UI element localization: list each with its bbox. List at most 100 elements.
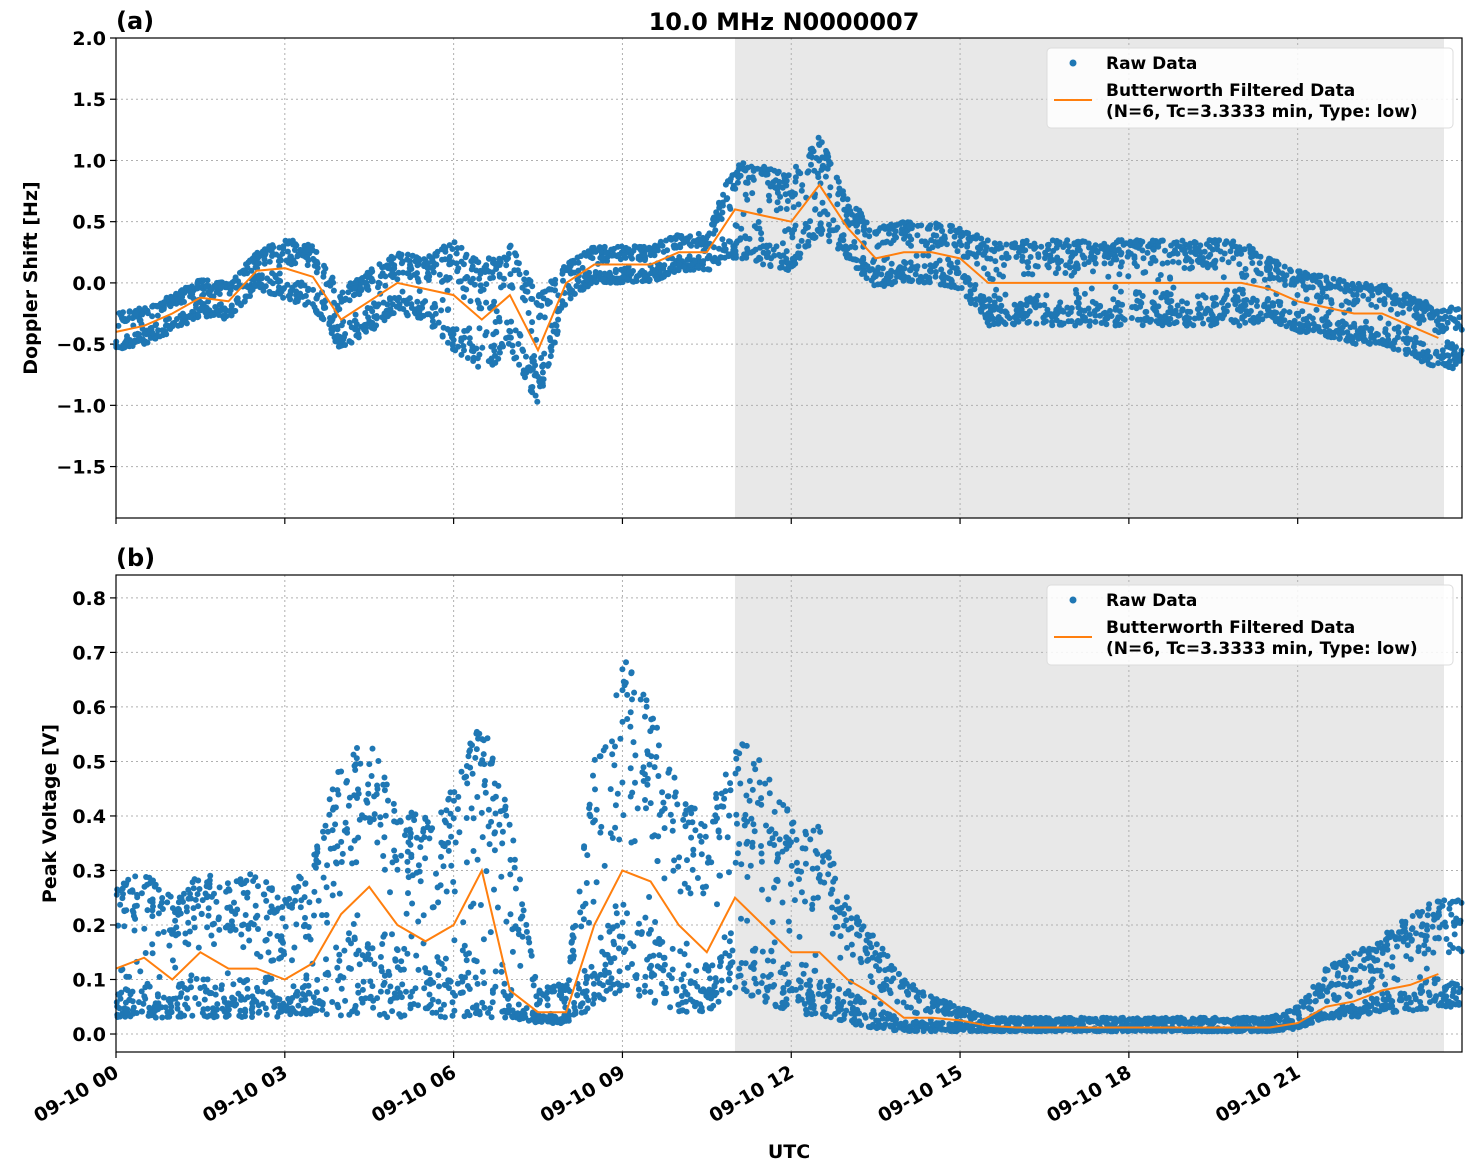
raw-data-point [393,958,399,964]
raw-data-point [409,810,415,816]
raw-data-point [512,865,518,871]
raw-data-point [914,253,920,259]
raw-data-point [179,981,185,987]
raw-data-point [620,279,626,285]
raw-data-point [583,980,589,986]
raw-data-point [591,981,597,987]
raw-data-point [726,238,732,244]
raw-data-point [699,839,705,845]
raw-data-point [814,155,820,161]
raw-data-point [1113,307,1119,313]
raw-data-point [143,950,149,956]
raw-data-point [1093,261,1099,267]
raw-data-point [378,989,384,995]
raw-data-point [382,775,388,781]
raw-data-point [733,248,739,254]
raw-data-point [533,393,539,399]
raw-data-point [386,972,392,978]
raw-data-point [469,805,475,811]
raw-data-point [427,992,433,998]
raw-data-point [629,790,635,796]
raw-data-point [503,262,509,268]
raw-data-point [120,891,126,897]
raw-data-point [372,811,378,817]
raw-data-point [1408,336,1414,342]
raw-data-point [918,222,924,228]
raw-data-point [210,1005,216,1011]
raw-data-point [806,232,812,238]
raw-data-point [1214,246,1220,252]
raw-data-point [592,757,598,763]
raw-data-point [1335,321,1341,327]
raw-data-point [255,260,261,266]
raw-data-point [661,990,667,996]
raw-data-point [602,863,608,869]
raw-data-point [303,976,309,982]
raw-data-point [1367,328,1373,334]
raw-data-point [464,274,470,280]
raw-data-point [254,913,260,919]
raw-data-point [297,247,303,253]
raw-data-point [173,996,179,1002]
raw-data-point [609,751,615,757]
raw-data-point [222,305,228,311]
raw-data-point [525,281,531,287]
raw-data-point [369,278,375,284]
raw-data-point [1213,295,1219,301]
raw-data-point [623,680,629,686]
raw-data-point [508,335,514,341]
raw-data-point [682,881,688,887]
raw-data-point [901,236,907,242]
raw-data-point [1104,245,1110,251]
raw-data-point [330,892,336,898]
raw-data-point [1275,299,1281,305]
raw-data-point [182,313,188,319]
raw-data-point [439,279,445,285]
raw-data-point [1391,340,1397,346]
raw-data-point [231,278,237,284]
raw-data-point [1055,265,1061,271]
raw-data-point [303,880,309,886]
raw-data-point [1065,311,1071,317]
raw-data-point [1274,259,1280,265]
raw-data-point [1049,322,1055,328]
raw-data-point [338,839,344,845]
raw-data-point [1203,295,1209,301]
raw-data-point [1032,296,1038,302]
raw-data-point [631,279,637,285]
raw-data-point [353,859,359,865]
raw-data-point [468,904,474,910]
raw-data-point [404,951,410,957]
raw-data-point [226,1012,232,1018]
raw-data-point [302,1007,308,1013]
raw-data-point [927,226,933,232]
raw-data-point [726,813,732,819]
raw-data-point [933,233,939,239]
raw-data-point [1312,326,1318,332]
raw-data-point [131,1005,137,1011]
raw-data-point [707,975,713,981]
raw-data-point [990,316,996,322]
raw-data-point [385,798,391,804]
raw-data-point [455,265,461,271]
raw-data-point [418,878,424,884]
raw-data-point [1314,307,1320,313]
raw-data-point [581,916,587,922]
raw-data-point [559,271,565,277]
raw-data-point [938,267,944,273]
raw-data-point [1116,237,1122,243]
raw-data-point [1197,242,1203,248]
raw-data-point [327,796,333,802]
raw-data-point [636,273,642,279]
raw-data-point [927,279,933,285]
raw-data-point [212,985,218,991]
raw-data-point [499,969,505,975]
raw-data-point [578,1004,584,1010]
raw-data-point [828,161,834,167]
raw-data-point [363,328,369,334]
raw-data-point [364,800,370,806]
raw-data-point [480,969,486,975]
raw-data-point [460,919,466,925]
raw-data-point [891,223,897,229]
raw-data-point [123,974,129,980]
